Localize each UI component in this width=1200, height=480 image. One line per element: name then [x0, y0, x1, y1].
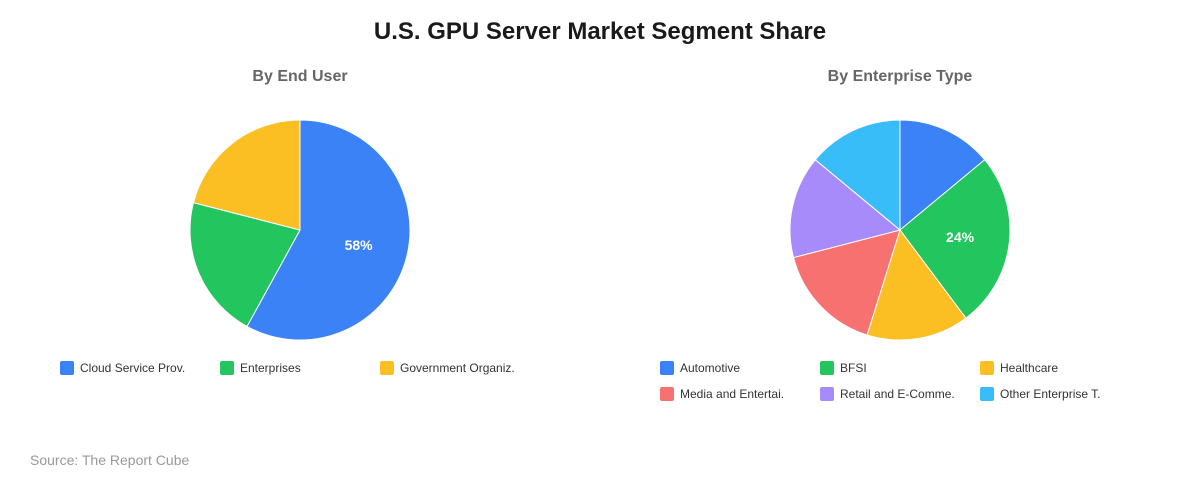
legend-label: Healthcare [1000, 361, 1059, 375]
legend-item-cloud-service-prov: Cloud Service Prov. [60, 360, 220, 376]
legend-item-retail-and-e-comme: Retail and E-Comme. [820, 386, 980, 402]
pie-slice-other-enterprise-t [814, 119, 901, 232]
legend-swatch [820, 387, 834, 401]
legend-label: Government Organiz. [400, 361, 515, 375]
legend-label: Retail and E-Comme. [840, 387, 955, 401]
pie-slice-media-and-entertai [792, 229, 901, 336]
data-label-cloud-service-prov: 58% [345, 237, 374, 253]
legend-label: BFSI [840, 361, 867, 375]
pie-slice-enterprises [189, 202, 301, 328]
legend-label: Media and Entertai. [680, 387, 785, 401]
legend-item-government-organiz: Government Organiz. [380, 360, 580, 376]
end-user-legend: Cloud Service Prov. Enterprises Government… [60, 360, 580, 376]
legend-swatch [980, 387, 994, 401]
legend-swatch [980, 361, 994, 375]
legend-label: Enterprises [240, 361, 301, 375]
legend-swatch [220, 361, 234, 375]
legend-swatch [820, 361, 834, 375]
legend-item-bfsi: BFSI [820, 360, 980, 376]
legend-label: Other Enterprise T. [1000, 387, 1101, 401]
chart-title: U.S. GPU Server Market Segment Share [373, 18, 827, 45]
legend-item-other-enterprise-t: Other Enterprise T. [980, 386, 1180, 402]
pie-slice-retail-and-e-comme [789, 159, 902, 259]
legend-swatch [660, 361, 674, 375]
end-user-pie-title: By End User [252, 68, 348, 85]
enterprise-type-pie-title: By Enterprise Type [827, 68, 973, 85]
pie-slice-government-organiz [192, 119, 301, 231]
enterprise-type-legend: Automotive BFSI Healthcare Media and Entert… [660, 360, 1180, 402]
legend-swatch [660, 387, 674, 401]
source-note: Source: The Report Cube [30, 452, 190, 468]
pie-slice-cloud-service-prov [246, 119, 411, 341]
legend-swatch [60, 361, 74, 375]
legend-item-healthcare: Healthcare [980, 360, 1180, 376]
legend-label: Automotive [680, 361, 741, 375]
end-user-pie-chart: 58% [189, 119, 411, 341]
end-user-pie-panel: By End User 58% Cloud Service Prov. Enter… [0, 60, 600, 420]
enterprise-type-pie-panel: By Enterprise Type 24% Automotive BFSI Hea… [600, 60, 1200, 420]
legend-swatch [380, 361, 394, 375]
data-label-bfsi: 24% [946, 229, 975, 245]
legend-item-enterprises: Enterprises [220, 360, 380, 376]
legend-item-automotive: Automotive [660, 360, 820, 376]
legend-item-media-and-entertai: Media and Entertai. [660, 386, 820, 402]
pie-slice-bfsi [899, 159, 1011, 319]
pie-slice-automotive [899, 119, 986, 232]
enterprise-type-pie-chart: 24% [789, 119, 1011, 341]
legend-label: Cloud Service Prov. [80, 361, 186, 375]
